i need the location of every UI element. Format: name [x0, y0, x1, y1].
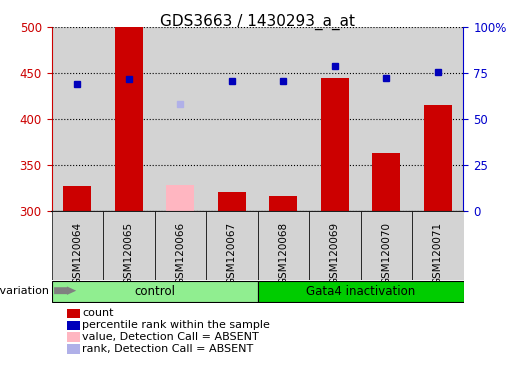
Text: count: count [82, 308, 114, 318]
Bar [258, 211, 309, 280]
Text: Gata4 inactivation: Gata4 inactivation [306, 285, 415, 298]
Bar [206, 211, 258, 280]
Bar [52, 27, 103, 211]
Bar [217, 192, 246, 211]
Bar [412, 211, 464, 280]
Bar [320, 78, 349, 211]
Bar [52, 281, 258, 302]
Bar [360, 27, 412, 211]
Bar [412, 27, 464, 211]
Bar [309, 27, 360, 211]
Bar [103, 27, 154, 211]
Text: genotype/variation: genotype/variation [0, 286, 49, 296]
Text: GSM120071: GSM120071 [433, 222, 443, 285]
Bar [114, 27, 143, 211]
Bar [154, 211, 206, 280]
Bar [166, 185, 194, 211]
Bar [166, 185, 194, 211]
Text: GSM120064: GSM120064 [72, 222, 82, 285]
Text: GSM120070: GSM120070 [381, 222, 391, 285]
Bar [206, 27, 258, 211]
Text: control: control [134, 285, 175, 298]
Bar [269, 197, 297, 211]
Bar [258, 281, 464, 302]
Text: GSM120067: GSM120067 [227, 222, 237, 285]
Bar [309, 211, 360, 280]
Bar [154, 27, 206, 211]
Bar [52, 211, 103, 280]
Bar [423, 105, 452, 211]
Bar [103, 211, 154, 280]
Text: GSM120065: GSM120065 [124, 222, 134, 285]
Text: GDS3663 / 1430293_a_at: GDS3663 / 1430293_a_at [160, 13, 355, 30]
Text: rank, Detection Call = ABSENT: rank, Detection Call = ABSENT [82, 344, 254, 354]
Bar [360, 211, 412, 280]
Bar [258, 27, 309, 211]
Text: GSM120068: GSM120068 [278, 222, 288, 285]
Text: GSM120069: GSM120069 [330, 222, 340, 285]
Text: value, Detection Call = ABSENT: value, Detection Call = ABSENT [82, 332, 259, 342]
Bar [372, 153, 400, 211]
Bar [63, 186, 91, 211]
Text: percentile rank within the sample: percentile rank within the sample [82, 320, 270, 330]
Text: GSM120066: GSM120066 [175, 222, 185, 285]
